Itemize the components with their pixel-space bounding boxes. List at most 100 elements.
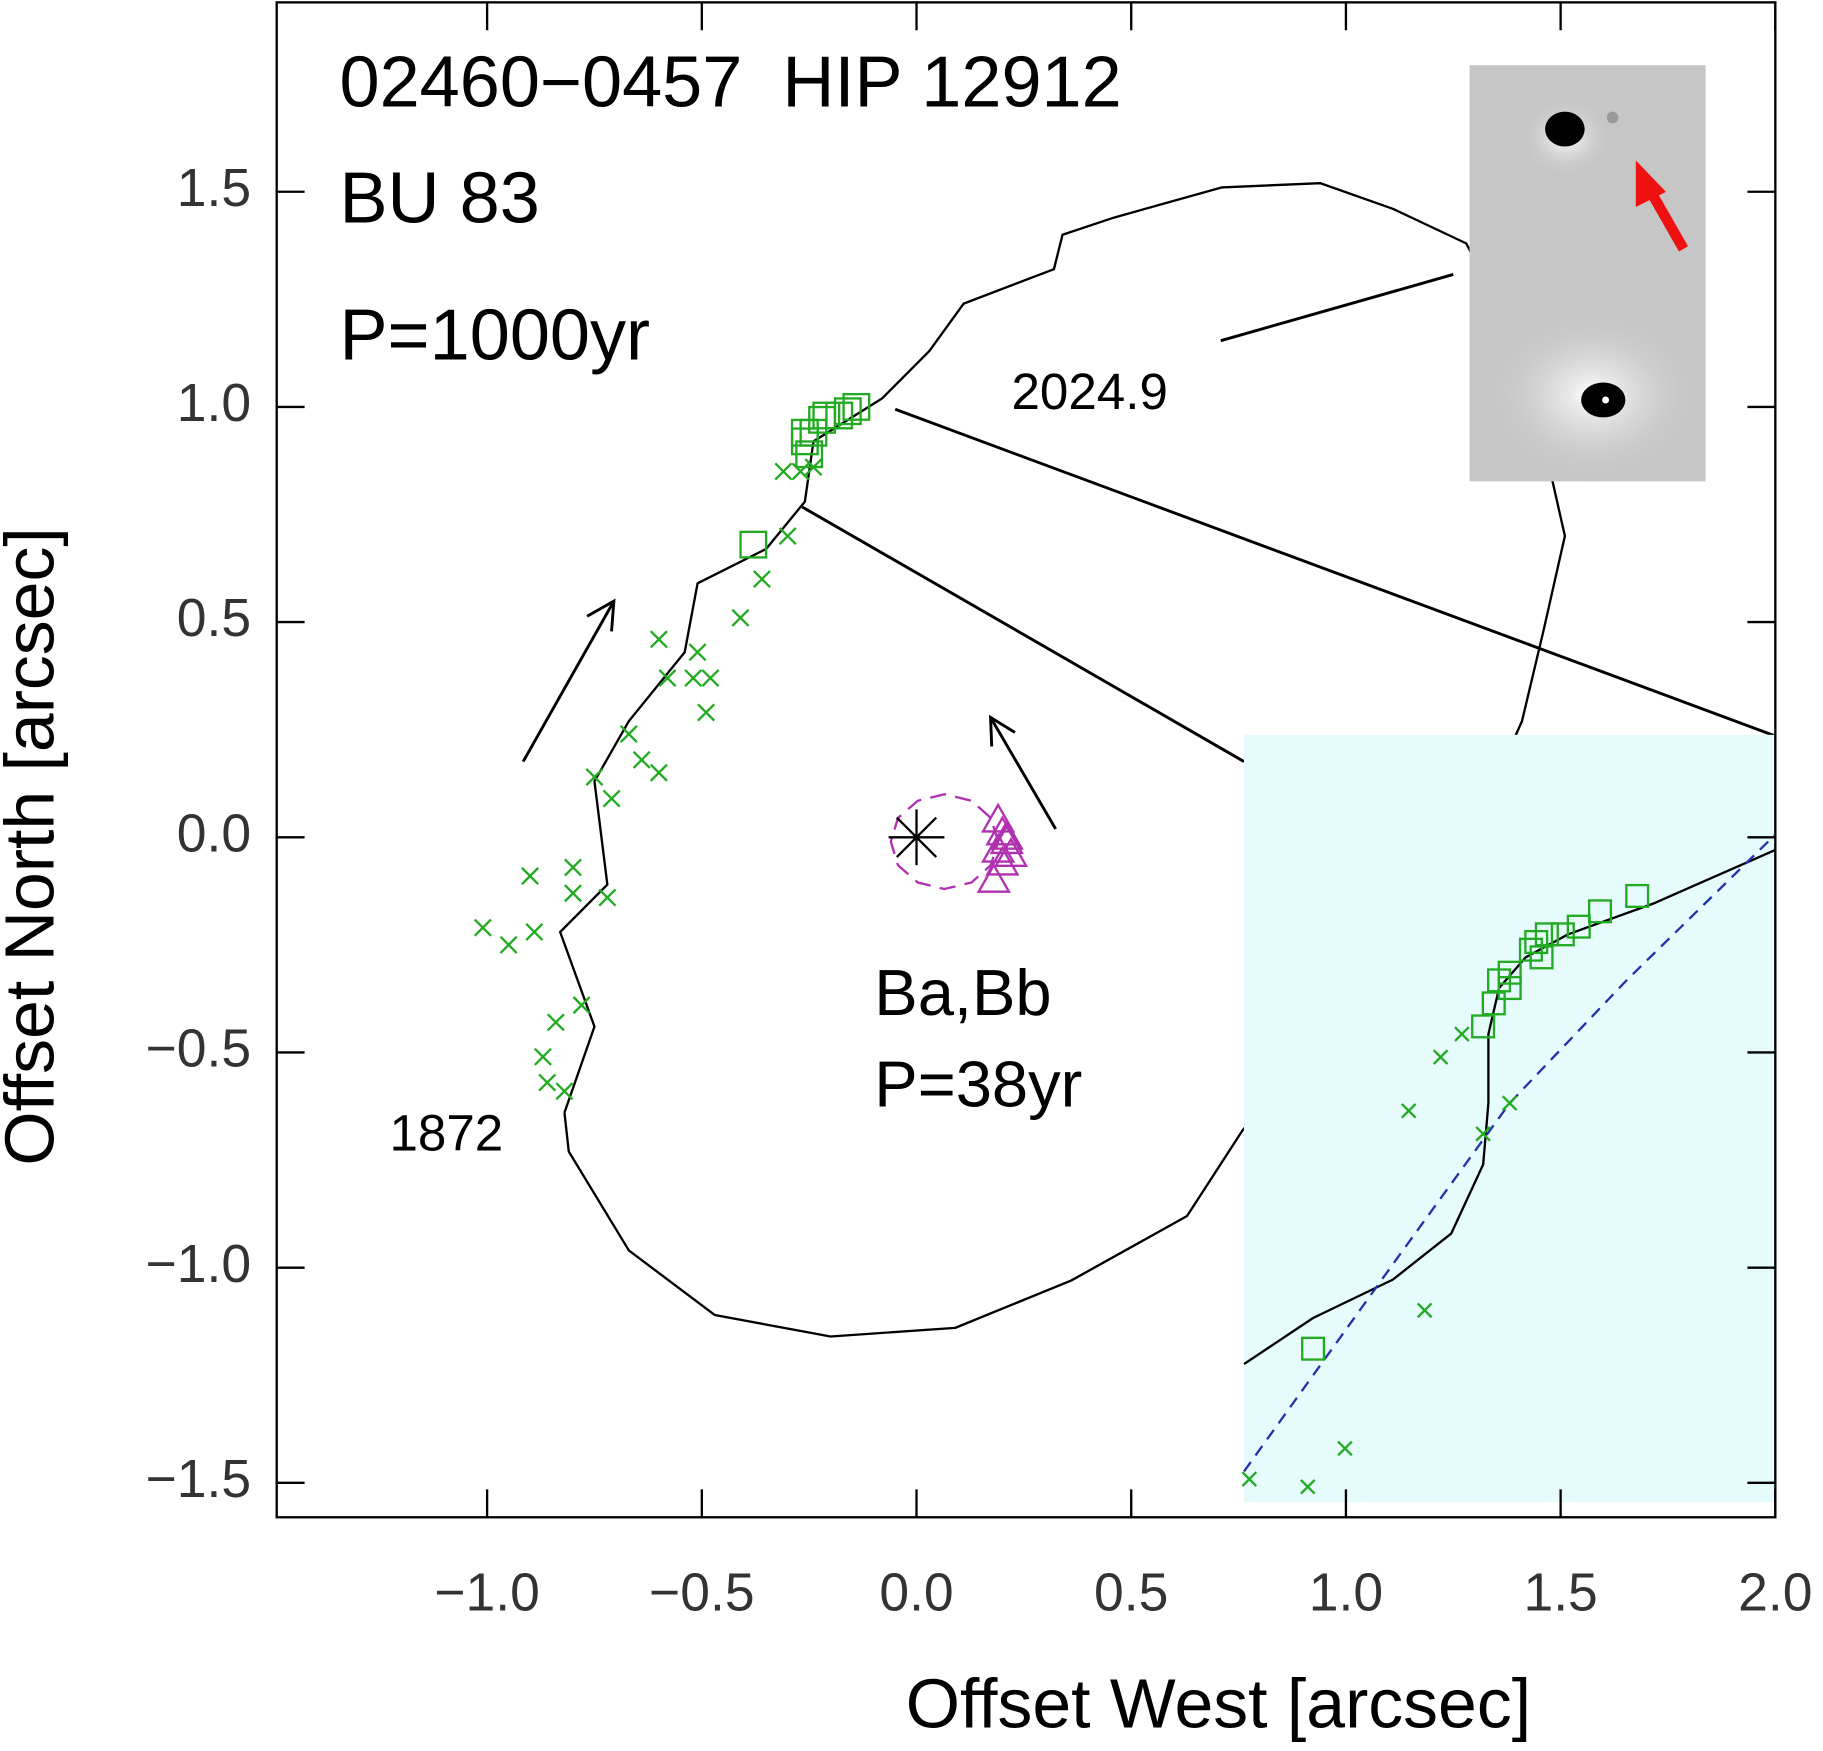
x-marker bbox=[564, 858, 582, 877]
x-tick-label: 1.5 bbox=[1523, 1563, 1597, 1622]
x-marker bbox=[658, 669, 677, 688]
triangle-marker bbox=[976, 862, 1011, 893]
x-stroke bbox=[525, 923, 544, 941]
x-marker bbox=[791, 462, 810, 481]
x-marker bbox=[649, 763, 668, 782]
x-marker bbox=[546, 1013, 565, 1032]
annotation: P=38yr bbox=[874, 1048, 1082, 1121]
triangle-marker bbox=[989, 819, 1024, 850]
x-marker bbox=[1300, 1479, 1316, 1495]
direction-arrow bbox=[521, 600, 616, 763]
x-stroke bbox=[473, 918, 492, 937]
square-marker bbox=[1566, 914, 1591, 939]
square-marker bbox=[1587, 899, 1613, 924]
x-marker bbox=[649, 630, 668, 649]
x-marker bbox=[572, 996, 591, 1015]
x-stroke bbox=[778, 527, 797, 545]
x-marker bbox=[774, 462, 793, 481]
fit-line bbox=[1243, 833, 1777, 1473]
x-stroke bbox=[1337, 1440, 1353, 1457]
plot-frame bbox=[275, 1, 1777, 1519]
x-marker bbox=[525, 923, 544, 941]
star-core bbox=[1602, 396, 1610, 404]
x-marker bbox=[1432, 1049, 1449, 1065]
orbit-line bbox=[1243, 848, 1776, 1366]
x-stroke bbox=[521, 867, 540, 885]
x-marker bbox=[533, 1047, 552, 1066]
x-stroke bbox=[701, 669, 720, 688]
x-stroke bbox=[1475, 1126, 1491, 1142]
x-marker bbox=[564, 884, 582, 903]
x-stroke bbox=[555, 1082, 574, 1101]
x-stroke bbox=[688, 643, 707, 662]
y-tick-label: −1.0 bbox=[146, 1235, 252, 1294]
x-stroke bbox=[564, 858, 582, 877]
axes: −1.0 −0.5 0.0 0.5 1.0 1.5 2.0 −1.5 −1.0 −0.5 0.0 0.… bbox=[146, 1, 1813, 1622]
x-marker bbox=[1454, 1026, 1470, 1042]
x-tick-label: 1.0 bbox=[1309, 1563, 1383, 1622]
annotation: 1872 bbox=[389, 1105, 503, 1162]
square-marker bbox=[842, 392, 871, 421]
speckle-image bbox=[1469, 65, 1706, 483]
star-image bbox=[1545, 111, 1585, 147]
companion-image bbox=[1606, 111, 1619, 124]
triangle-marker bbox=[989, 824, 1024, 855]
x-tick-label: −0.5 bbox=[649, 1563, 755, 1622]
y-axis-label: Offset North [arcsec] bbox=[0, 527, 68, 1165]
x-stroke bbox=[731, 608, 750, 627]
triangle-marker bbox=[993, 837, 1029, 867]
x-stroke bbox=[658, 669, 677, 688]
x-marker bbox=[521, 867, 540, 885]
y-tick-label: 1.5 bbox=[177, 159, 251, 218]
x-marker bbox=[585, 768, 604, 786]
square-marker bbox=[795, 440, 824, 469]
x-marker bbox=[499, 935, 518, 954]
asterisk-stroke bbox=[895, 816, 938, 858]
x-stroke bbox=[649, 630, 668, 649]
x-marker bbox=[701, 669, 720, 688]
texts: 02460−0457 HIP 12912 BU 83 P=1000yr 2024… bbox=[0, 42, 1531, 1742]
inset-background bbox=[1244, 734, 1776, 1503]
square-marker bbox=[790, 418, 819, 447]
x-marker bbox=[538, 1073, 557, 1092]
arrow-head bbox=[586, 598, 616, 632]
x-stroke bbox=[499, 935, 518, 954]
square-marker bbox=[1625, 883, 1650, 908]
x-stroke bbox=[1432, 1049, 1449, 1065]
x-stroke bbox=[697, 703, 716, 722]
x-stroke bbox=[602, 789, 621, 808]
x-marker bbox=[1241, 1471, 1258, 1487]
orbit-line bbox=[558, 181, 1567, 1338]
title: P=1000yr bbox=[339, 296, 650, 376]
red-arrow-head bbox=[1635, 160, 1667, 207]
x-marker bbox=[778, 527, 797, 545]
square-marker bbox=[1301, 1336, 1326, 1361]
decorations bbox=[521, 598, 1057, 830]
title: 02460−0457 HIP 12912 bbox=[339, 42, 1121, 122]
square-marker bbox=[1497, 960, 1522, 985]
inset-plot bbox=[1241, 734, 1777, 1503]
x-marker bbox=[752, 570, 771, 589]
triangle-marker bbox=[985, 845, 1020, 876]
zoom-connector bbox=[801, 505, 1245, 763]
x-axis-label: Offset West [arcsec] bbox=[906, 1665, 1531, 1743]
connector-lines bbox=[801, 273, 1776, 763]
square-marker bbox=[1550, 922, 1575, 947]
leader-line bbox=[1220, 273, 1454, 343]
square-marker bbox=[739, 530, 768, 559]
square-marker bbox=[1471, 1014, 1496, 1039]
x-tick-label: −1.0 bbox=[434, 1563, 540, 1622]
x-marker bbox=[1501, 1095, 1518, 1111]
x-marker bbox=[1400, 1103, 1417, 1119]
direction-arrow bbox=[989, 716, 1057, 830]
x-marker bbox=[684, 669, 703, 688]
square-marker bbox=[1529, 945, 1554, 970]
arrow-head bbox=[988, 714, 1016, 747]
main-plot bbox=[473, 181, 1567, 1338]
asterisk-marker bbox=[888, 809, 945, 866]
x-marker bbox=[632, 750, 651, 769]
x-stroke bbox=[1454, 1026, 1470, 1042]
x-stroke bbox=[598, 888, 617, 907]
triangle-marker bbox=[980, 802, 1016, 833]
